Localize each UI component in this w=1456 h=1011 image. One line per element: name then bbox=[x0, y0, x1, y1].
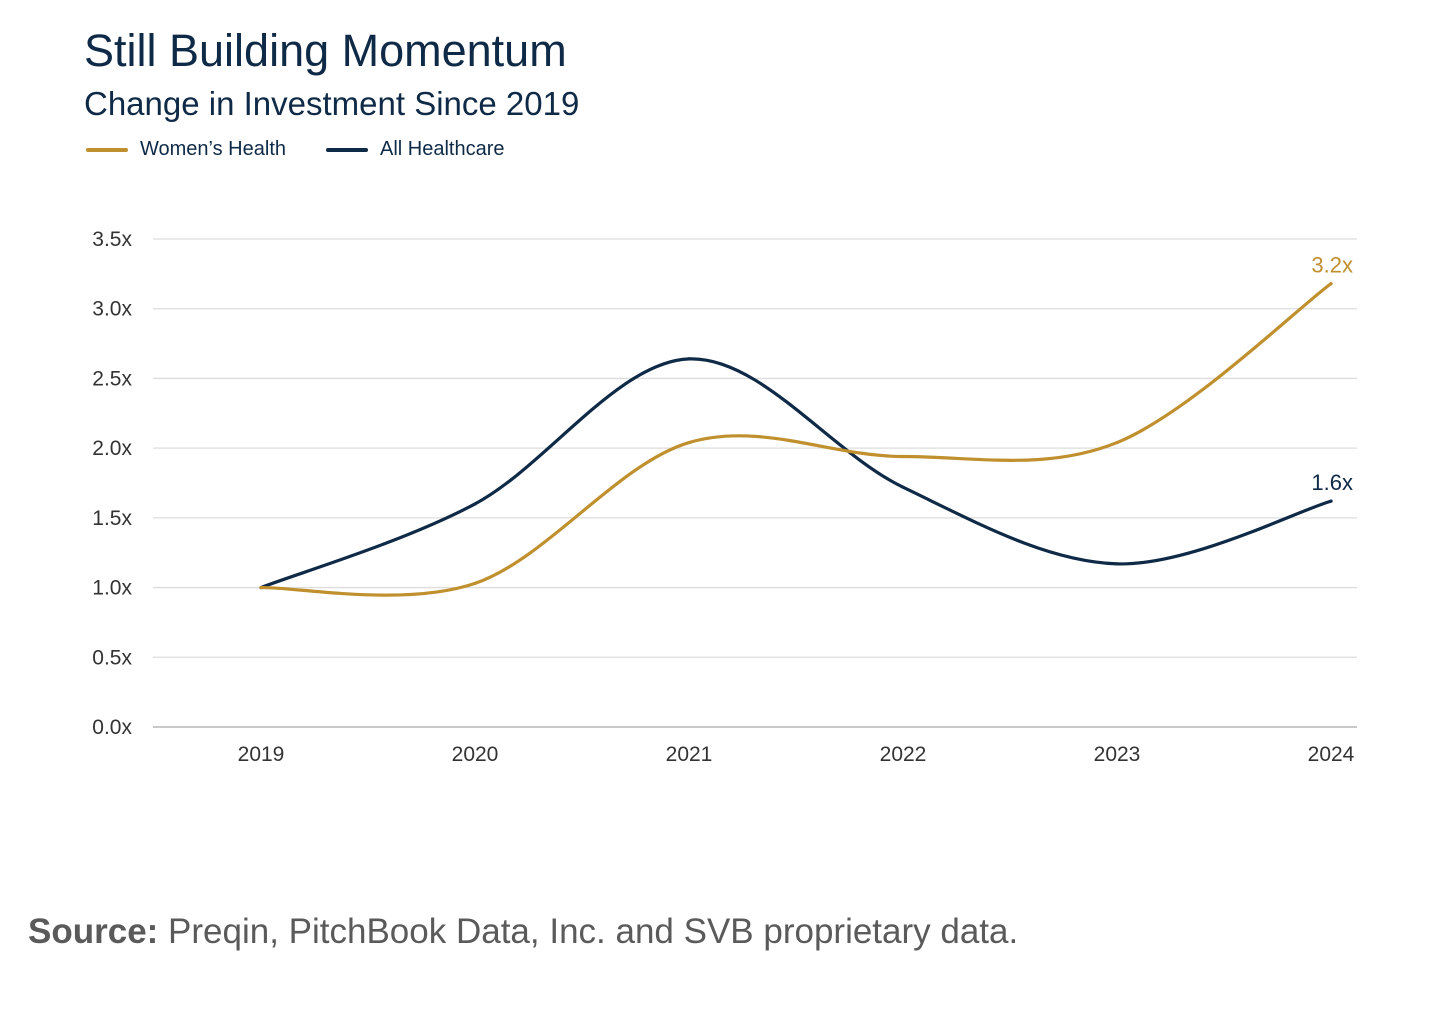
data-point-women-s-health bbox=[901, 454, 905, 459]
chart-title: Still Building Momentum bbox=[84, 25, 567, 76]
x-tick-label: 2023 bbox=[1094, 743, 1141, 766]
y-tick-label: 2.5x bbox=[92, 367, 132, 390]
x-tick-label: 2020 bbox=[452, 743, 499, 766]
end-labels: 1.6x 3.2x bbox=[1311, 253, 1353, 496]
data-point-women-s-health bbox=[687, 440, 691, 445]
series bbox=[259, 282, 1333, 597]
legend-item-all-healthcare: All Healthcare bbox=[326, 138, 505, 161]
y-tick-label: 0.5x bbox=[92, 646, 132, 669]
source-text: Preqin, PitchBook Data, Inc. and SVB pro… bbox=[158, 912, 1019, 951]
end-label-all-healthcare: 1.6x bbox=[1311, 470, 1353, 495]
legend-label-all-healthcare: All Healthcare bbox=[380, 138, 505, 160]
x-axis-ticks: 2019 2020 2021 2022 2023 2024 bbox=[238, 743, 1355, 766]
legend: Women’s Health All Healthcare bbox=[86, 138, 545, 161]
chart-subtitle: Change in Investment Since 2019 bbox=[84, 85, 580, 122]
y-tick-label: 3.5x bbox=[92, 228, 132, 251]
source-note: Source: Preqin, PitchBook Data, Inc. and… bbox=[28, 912, 1018, 952]
data-point-women-s-health bbox=[259, 585, 263, 590]
x-tick-label: 2022 bbox=[880, 743, 927, 766]
data-point-all-healthcare bbox=[473, 502, 477, 506]
data-point-women-s-health bbox=[1329, 282, 1333, 286]
y-tick-label: 1.0x bbox=[92, 577, 132, 600]
data-point-all-healthcare bbox=[687, 357, 691, 361]
x-tick-label: 2019 bbox=[238, 743, 285, 766]
source-label: Source: bbox=[28, 912, 159, 951]
grid bbox=[153, 238, 1357, 728]
y-axis-ticks: 0.0x 0.5x 1.0x 1.5x 2.0x 2.5x 3.0x 3.5x bbox=[92, 228, 132, 739]
data-point-all-healthcare bbox=[901, 485, 905, 489]
data-point-all-healthcare bbox=[1115, 562, 1119, 566]
y-tick-label: 1.5x bbox=[92, 507, 132, 530]
x-tick-label: 2021 bbox=[666, 743, 713, 766]
end-label-women-s-health: 3.2x bbox=[1311, 253, 1353, 278]
legend-swatch-womens-health bbox=[86, 147, 128, 152]
legend-label-womens-health: Women’s Health bbox=[140, 138, 286, 160]
data-point-all-healthcare bbox=[1329, 499, 1333, 503]
y-tick-label: 0.0x bbox=[92, 716, 132, 739]
legend-item-womens-health: Women’s Health bbox=[86, 138, 286, 161]
series-line-all-healthcare bbox=[259, 357, 1333, 590]
x-tick-label: 2024 bbox=[1308, 743, 1355, 766]
y-tick-label: 3.0x bbox=[92, 298, 132, 321]
y-tick-label: 2.0x bbox=[92, 437, 132, 460]
data-point-women-s-health bbox=[473, 581, 477, 585]
legend-swatch-all-healthcare bbox=[326, 147, 368, 152]
data-point-women-s-health bbox=[1115, 440, 1119, 445]
series-line-women-s-health bbox=[259, 282, 1333, 597]
